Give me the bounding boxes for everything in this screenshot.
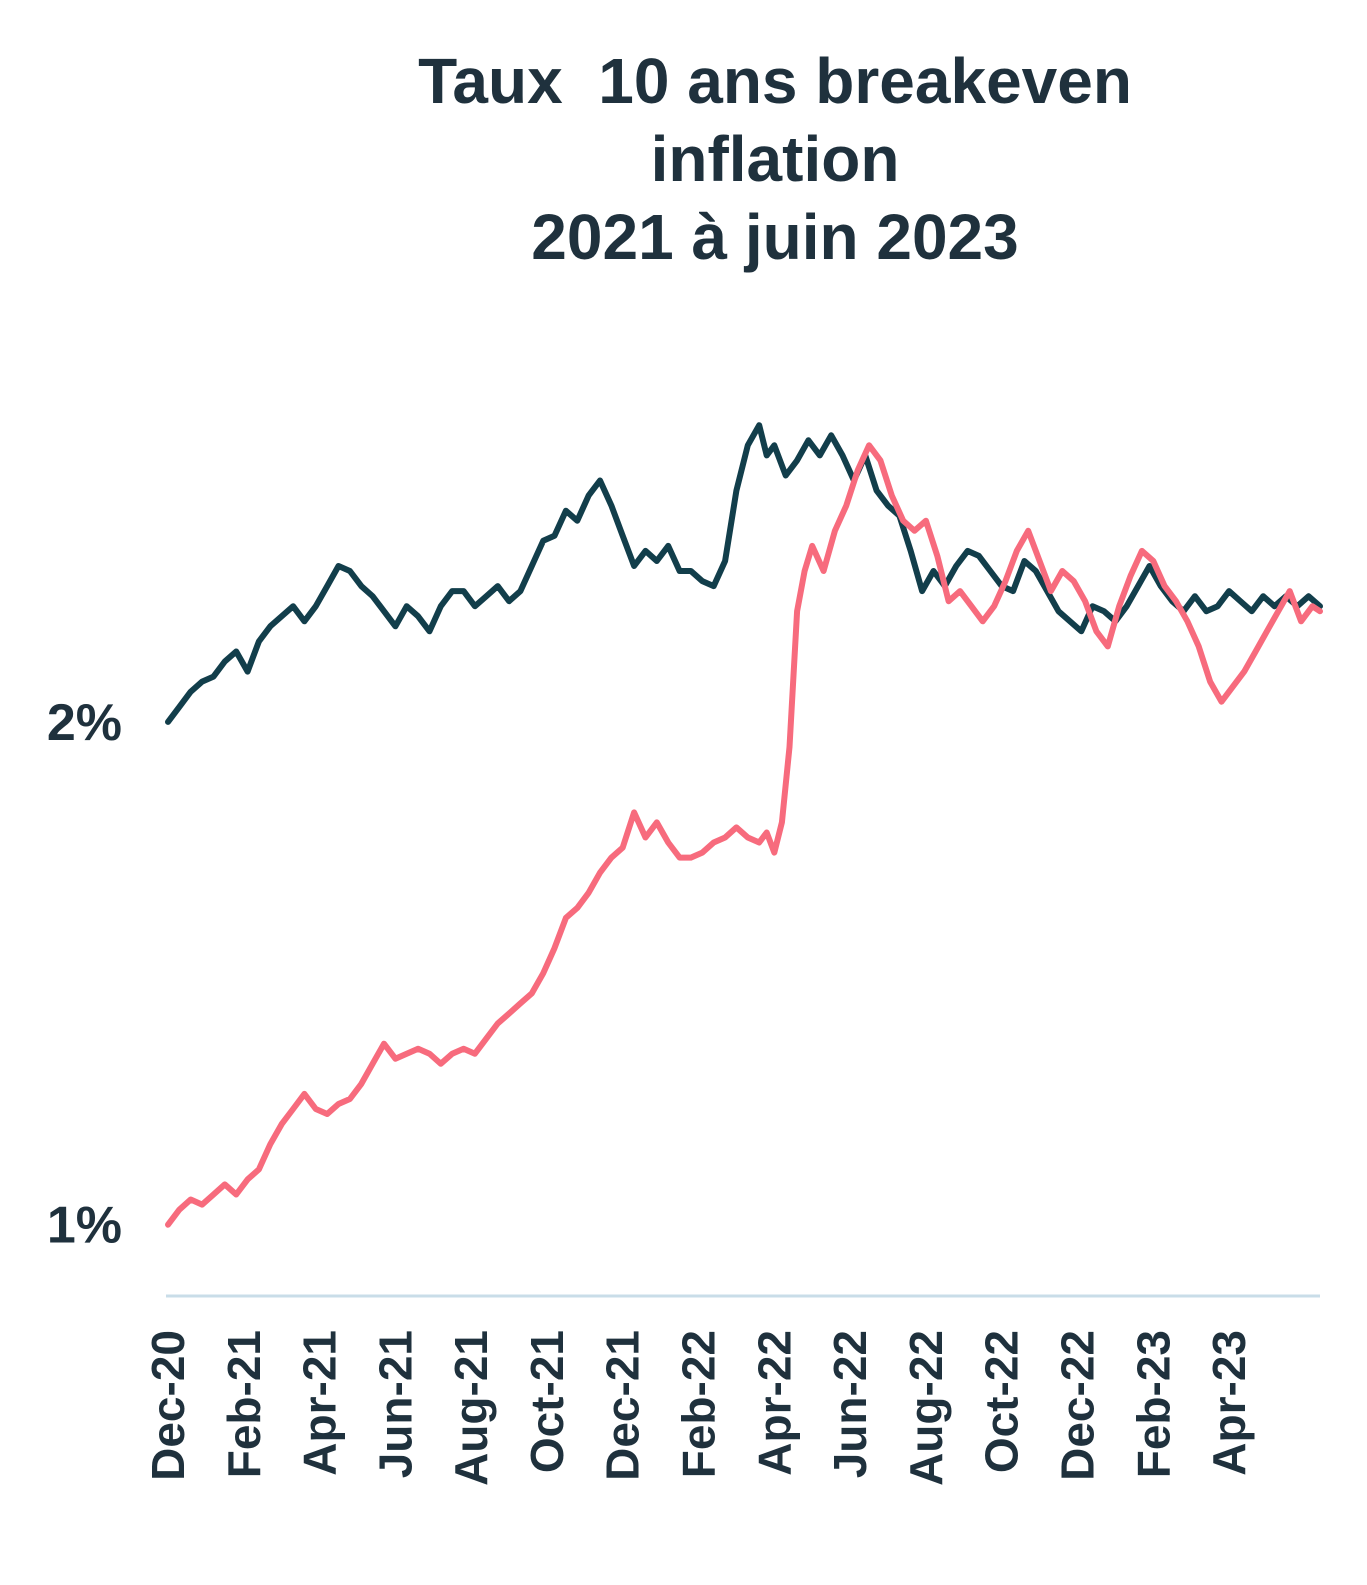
- x-tick-label: Apr-23: [1203, 1330, 1255, 1476]
- x-tick-label: Oct-21: [521, 1330, 573, 1473]
- x-tick-label: Aug-21: [445, 1330, 497, 1486]
- y-tick-label: 2%: [47, 694, 122, 752]
- x-tick-label: Apr-22: [748, 1330, 800, 1476]
- x-tick-label: Feb-23: [1127, 1330, 1179, 1478]
- x-tick-label: Dec-22: [1051, 1330, 1103, 1481]
- chart-title-line-2: inflation: [650, 123, 900, 195]
- x-tick-label: Oct-22: [976, 1330, 1028, 1473]
- x-tick-label: Feb-22: [673, 1330, 725, 1478]
- chart-title: Taux 10 ans breakeven inflation 2021 à j…: [175, 42, 1367, 276]
- x-tick-label: Jun-21: [369, 1330, 421, 1478]
- x-tick-label: Dec-20: [142, 1330, 194, 1481]
- chart-title-line-1: Taux 10 ans breakeven: [418, 45, 1132, 117]
- series-line-2: [165, 442, 1323, 1228]
- x-tick-label: Feb-21: [218, 1330, 270, 1478]
- x-tick-label: Aug-22: [900, 1330, 952, 1486]
- x-axis-ticks: Dec-20 Feb-21 Apr-21 Jun-21 Aug-21 Oct-21 Dec-…: [142, 1330, 1255, 1486]
- series-line-1: [165, 422, 1323, 725]
- x-tick-label: Dec-21: [597, 1330, 649, 1481]
- x-tick-label: Jun-22: [824, 1330, 876, 1478]
- y-tick-label: 1%: [47, 1197, 122, 1255]
- chart-title-line-3: 2021 à juin 2023: [531, 201, 1019, 273]
- x-tick-label: Apr-21: [294, 1330, 346, 1476]
- series-layer: [165, 422, 1323, 1228]
- y-axis-ticks: 1% 2%: [47, 694, 122, 1255]
